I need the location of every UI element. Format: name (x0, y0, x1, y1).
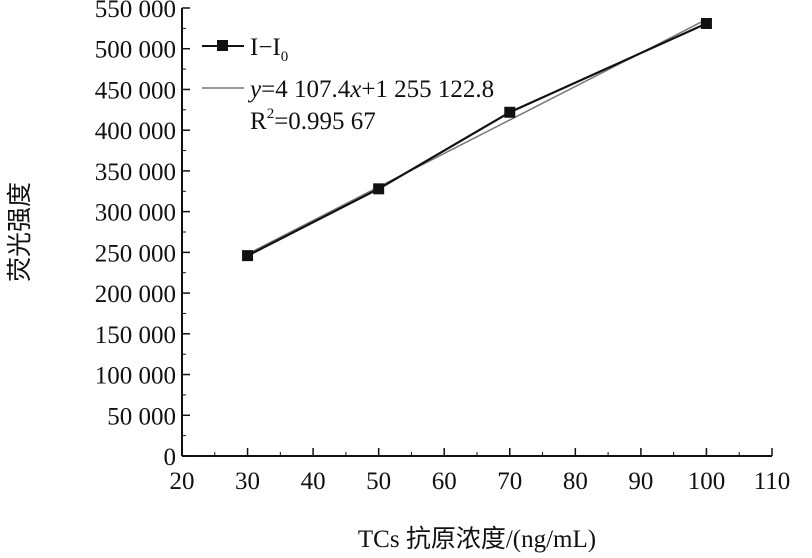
y-axis-title: 荧光强度 (6, 182, 34, 282)
y-tick-label: 150 000 (95, 322, 176, 349)
x-tick-label: 110 (754, 468, 791, 495)
x-tick-label: 90 (628, 468, 653, 495)
x-tick-label: 70 (497, 468, 522, 495)
y-tick-label: 300 000 (95, 200, 176, 227)
y-tick-label: 100 000 (95, 363, 176, 390)
series-layer (242, 17, 712, 262)
legend: I−I0 y=4 107.4x+1 255 122.8 R2=0.995 67 (202, 34, 494, 135)
y-tick-label: 0 (164, 444, 177, 471)
x-axis-title: TCs 抗原浓度/(ng/mL) (358, 525, 596, 553)
y-tick-label: 500 000 (95, 37, 176, 64)
legend-marker-square (217, 40, 228, 51)
y-tick-label: 200 000 (95, 281, 176, 308)
x-tick-label: 40 (301, 468, 326, 495)
data-point-marker (373, 183, 385, 195)
y-tick-label: 250 000 (95, 240, 176, 267)
x-tick-label: 50 (366, 468, 391, 495)
data-point-marker (700, 17, 712, 29)
x-tick-label: 80 (563, 468, 588, 495)
x-tick-label: 60 (432, 468, 457, 495)
y-tick-label: 400 000 (95, 118, 176, 145)
y-tick-label: 550 000 (95, 0, 176, 23)
y-axis-ticks: 0 50 000 100 000 150 000 200 000 250 000 300 0… (95, 0, 190, 471)
legend-label-subscript: 0 (281, 49, 289, 65)
x-axis-ticks: 20 30 40 50 60 70 80 90 100 110 (170, 448, 791, 495)
data-point-marker (242, 250, 254, 262)
y-tick-label: 350 000 (95, 159, 176, 186)
legend-label-fit-equation: y=4 107.4x+1 255 122.8 (247, 76, 494, 103)
data-series-line (247, 22, 707, 257)
x-tick-label: 20 (170, 468, 195, 495)
y-tick-label: 450 000 (95, 77, 176, 104)
y-tick-label: 50 000 (107, 403, 176, 430)
r-squared-annotation: R2=0.995 67 (250, 106, 376, 135)
legend-label-data-series: I−I0 (250, 34, 288, 65)
r-squared-superscript: 2 (267, 106, 275, 122)
x-tick-label: 100 (688, 468, 726, 495)
x-tick-label: 30 (235, 468, 260, 495)
data-point-marker (504, 106, 516, 118)
